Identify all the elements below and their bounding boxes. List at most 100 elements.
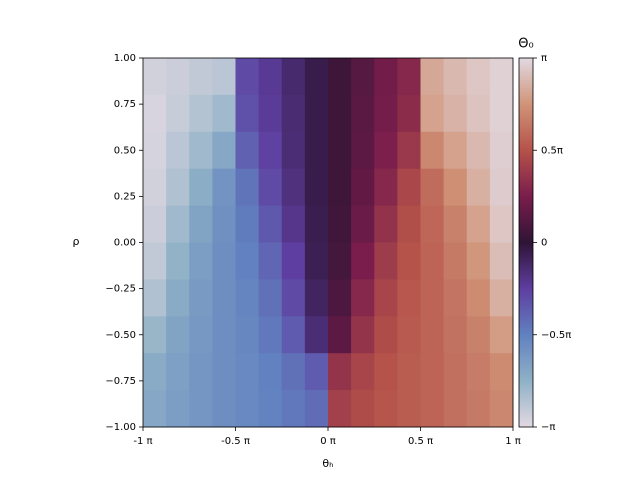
heatmap-cell [466,205,491,243]
heatmap-cell [235,316,260,354]
heatmap-cell [281,94,306,133]
heatmap-cell [258,353,283,391]
heatmap-cell [281,279,306,317]
heatmap-cell [235,353,260,391]
heatmap-cell [397,279,421,317]
heatmap-cell [281,168,306,207]
heatmap-cell [397,205,421,243]
heatmap-cell [420,205,445,243]
heatmap-cell [328,279,352,317]
heatmap-cell [466,58,491,96]
heatmap-cell [489,390,514,428]
heatmap-cell [328,205,352,243]
heatmap-cell [189,390,213,428]
heatmap-cell [466,94,491,133]
heatmap-cell [466,131,491,170]
heatmap [143,58,514,428]
heatmap-cell [235,390,260,428]
heatmap-cell [258,168,283,207]
heatmap-cell [351,353,375,391]
heatmap-cell [281,205,306,243]
heatmap-cell [420,279,445,317]
heatmap-cell [281,316,306,354]
heatmap-cell [397,58,421,96]
heatmap-cell [374,168,398,207]
heatmap-cell [328,242,352,280]
heatmap-cell [304,131,329,170]
heatmap-cell [374,205,398,243]
heatmap-cell [420,390,445,428]
heatmap-cell [328,58,352,96]
heatmap-cell [143,242,167,280]
heatmap-cell [166,205,190,243]
heatmap-cell [374,316,398,354]
heatmap-cell [420,242,445,280]
heatmap-cell [443,205,468,243]
heatmap-cell [420,131,445,170]
colorbar-tick-label: −π [541,422,555,433]
heatmap-cell [304,279,329,317]
heatmap-cell [443,242,468,280]
colorbar [518,57,534,428]
y-tick-label: 0.50 [114,145,136,156]
heatmap-cell [258,94,283,133]
heatmap-cell [258,242,283,280]
heatmap-cell [189,205,213,243]
heatmap-cell [443,316,468,354]
y-tick-label: 0.75 [114,99,136,110]
heatmap-cell [258,316,283,354]
heatmap-cell [328,390,352,428]
heatmap-cell [351,94,375,133]
heatmap-cell [351,316,375,354]
y-tick-label: 1.00 [114,53,136,64]
heatmap-cell [235,131,260,170]
heatmap-cell [212,353,236,391]
heatmap-cell [235,242,260,280]
heatmap-cell [189,131,213,170]
colorbar-tick-label: −0.5π [541,330,571,341]
heatmap-cell [258,279,283,317]
heatmap-cell [143,58,167,96]
heatmap-cell [489,205,514,243]
y-tick-label: −0.75 [105,376,136,387]
heatmap-cell [212,58,236,96]
heatmap-cell [166,131,190,170]
heatmap-cell [212,94,236,133]
heatmap-cell [143,279,167,317]
heatmap-cell [351,242,375,280]
heatmap-cell [489,316,514,354]
heatmap-cell [443,168,468,207]
x-tick-label: -1 π [133,436,152,447]
heatmap-cell [489,58,514,96]
heatmap-cell [189,168,213,207]
heatmap-cell [397,168,421,207]
heatmap-cell [374,279,398,317]
heatmap-cell [420,94,445,133]
heatmap-cell [189,279,213,317]
heatmap-cell [235,168,260,207]
heatmap-cell [443,279,468,317]
heatmap-cell [212,168,236,207]
heatmap-cell [420,58,445,96]
y-tick-label: −0.50 [105,330,136,341]
heatmap-cell [258,390,283,428]
y-tick-label: −0.25 [105,284,136,295]
heatmap-cell [443,353,468,391]
heatmap-cell [304,205,329,243]
heatmap-cell [304,94,329,133]
heatmap-cell [281,242,306,280]
heatmap-cell [466,168,491,207]
x-tick-label: -0.5 π [221,436,250,447]
heatmap-cell [489,168,514,207]
heatmap-cell [420,168,445,207]
heatmap-cell [281,58,306,96]
heatmap-cell [258,131,283,170]
heatmap-cell [235,205,260,243]
heatmap-cell [166,58,190,96]
heatmap-cell [212,316,236,354]
colorbar-tick-label: 0.5π [541,145,563,156]
heatmap-cell [281,390,306,428]
heatmap-cell [374,242,398,280]
heatmap-cell [489,353,514,391]
heatmap-cell [143,353,167,391]
